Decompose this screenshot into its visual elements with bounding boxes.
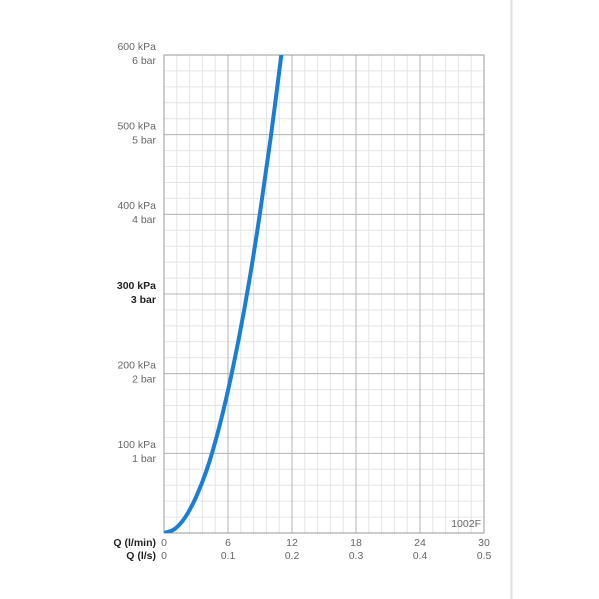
y-tick-label: 300 kPa [117, 280, 156, 292]
x2-axis-label: Q (l/s) [126, 550, 156, 562]
x-tick-label: 12 [286, 537, 298, 549]
x2-tick-label: 0.5 [477, 550, 492, 562]
x-tick-label: 18 [350, 537, 362, 549]
y-tick-label: 200 kPa [117, 359, 156, 371]
y-tick-label: 600 kPa [117, 41, 156, 53]
y-tick-label: 500 kPa [117, 120, 156, 132]
x-tick-label: 30 [478, 537, 490, 549]
y-tick-sublabel: 3 bar [131, 294, 156, 306]
y-tick-label: 400 kPa [117, 200, 156, 212]
x2-tick-label: 0.4 [413, 550, 428, 562]
x2-tick-label: 0.3 [349, 550, 364, 562]
data-line [164, 55, 284, 533]
y-tick-sublabel: 4 bar [132, 214, 156, 226]
x-tick-label: 24 [414, 537, 426, 549]
y-tick-sublabel: 2 bar [132, 373, 156, 385]
x2-tick-label: 0.2 [285, 550, 300, 562]
y-tick-sublabel: 1 bar [132, 453, 156, 465]
y-tick-sublabel: 6 bar [132, 55, 156, 67]
annotation: 1002F [451, 518, 481, 530]
y-tick-label: 100 kPa [117, 439, 156, 451]
x-tick-label: 6 [225, 537, 231, 549]
x2-tick-label: 0 [161, 550, 167, 562]
x-axis-label: Q (l/min) [113, 537, 156, 549]
y-tick-sublabel: 5 bar [132, 134, 156, 146]
x2-tick-label: 0.1 [221, 550, 236, 562]
x-tick-label: 0 [161, 537, 167, 549]
plot-frame [163, 54, 485, 534]
